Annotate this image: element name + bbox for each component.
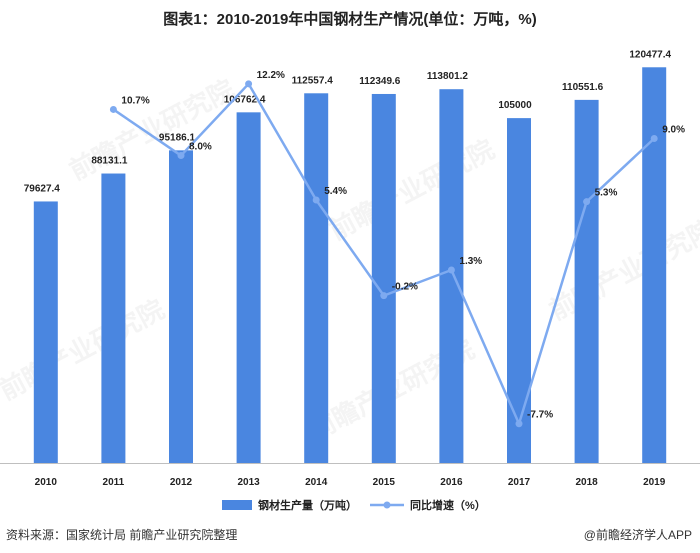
bar-2019 (642, 67, 667, 463)
x-tick-2013: 2013 (237, 477, 260, 488)
bar-label-2015: 112349.6 (359, 76, 401, 87)
growth-point-2012 (177, 152, 185, 160)
bar-label-2014: 112557.4 (292, 75, 334, 86)
growth-point-2013 (245, 80, 253, 88)
growth-label-2016: 1.3% (459, 256, 482, 267)
x-tick-2014: 2014 (305, 477, 328, 488)
growth-label-2018: 5.3% (595, 188, 618, 199)
bar-label-2010: 79627.4 (24, 183, 61, 194)
bar-2014 (304, 93, 329, 463)
bar-label-2012: 95186.1 (159, 132, 196, 143)
x-tick-2015: 2015 (373, 477, 396, 488)
growth-point-2011 (109, 105, 117, 113)
bar-2010 (33, 201, 58, 463)
credit-note: @前瞻经济学人APP (583, 528, 692, 542)
bar-label-2013: 106762.4 (224, 94, 266, 105)
line-series: 10.7% 8.0% 12.2% 5.4% -0.2% 1.3% -7.7% 5.3% 9.0% (109, 70, 685, 428)
bar-label-2011: 88131.1 (91, 156, 128, 167)
legend: 钢材生产量（万吨） 同比增速（%） (222, 498, 486, 512)
growth-label-2015: -0.2% (392, 282, 418, 293)
x-tick-2011: 2011 (103, 477, 125, 488)
growth-point-2017 (515, 420, 523, 428)
x-tick-2010: 2010 (35, 477, 58, 488)
growth-point-2016 (447, 266, 455, 274)
growth-label-2014: 5.4% (324, 186, 347, 197)
growth-point-2014 (312, 196, 320, 204)
bar-label-2017: 105000 (498, 100, 532, 111)
bar-2013 (236, 112, 261, 464)
growth-label-2019: 9.0% (662, 124, 685, 135)
growth-label-2017: -7.7% (527, 410, 553, 421)
chart-title: 图表1：2010-2019年中国钢材生产情况(单位：万吨，%) (163, 11, 537, 28)
legend-line-marker (383, 501, 391, 509)
x-tick-2019: 2019 (643, 477, 666, 488)
growth-point-2019 (650, 134, 658, 142)
x-tick-2016: 2016 (440, 477, 463, 488)
bar-2015 (371, 93, 396, 463)
source-note: 资料来源：国家统计局 前瞻产业研究院整理 (6, 528, 238, 542)
growth-label-2013: 12.2% (257, 70, 285, 81)
bar-labels: 79627.4 88131.1 95186.1 106762.4 112557.4 112… (24, 49, 672, 194)
growth-point-2015 (380, 292, 388, 300)
growth-label-2011: 10.7% (121, 95, 149, 106)
footer: 资料来源：国家统计局 前瞻产业研究院整理 @前瞻经济学人APP (0, 526, 700, 553)
bar-series (33, 67, 667, 464)
growth-point-2018 (583, 198, 591, 206)
bar-2011 (101, 173, 126, 463)
bar-2016 (439, 89, 464, 464)
x-tick-2018: 2018 (575, 477, 598, 488)
x-axis: 2010 2011 2012 2013 2014 2015 2016 2017 2018 2019 (0, 463, 700, 488)
legend-line-label: 同比增速（%） (410, 498, 486, 512)
bar-2012 (169, 150, 193, 463)
x-tick-2012: 2012 (170, 477, 193, 488)
bar-2018 (574, 99, 599, 463)
chart-canvas: 79627.4 88131.1 95186.1 106762.4 112557.4 112… (0, 49, 700, 512)
x-tick-2017: 2017 (508, 477, 531, 488)
legend-bar-swatch (222, 500, 252, 510)
growth-label-2012: 8.0% (189, 142, 212, 153)
legend-bar-label: 钢材生产量（万吨） (258, 498, 357, 512)
bar-label-2018: 110551.6 (562, 82, 604, 93)
bar-label-2019: 120477.4 (629, 49, 671, 60)
bar-label-2016: 113801.2 (427, 71, 469, 82)
